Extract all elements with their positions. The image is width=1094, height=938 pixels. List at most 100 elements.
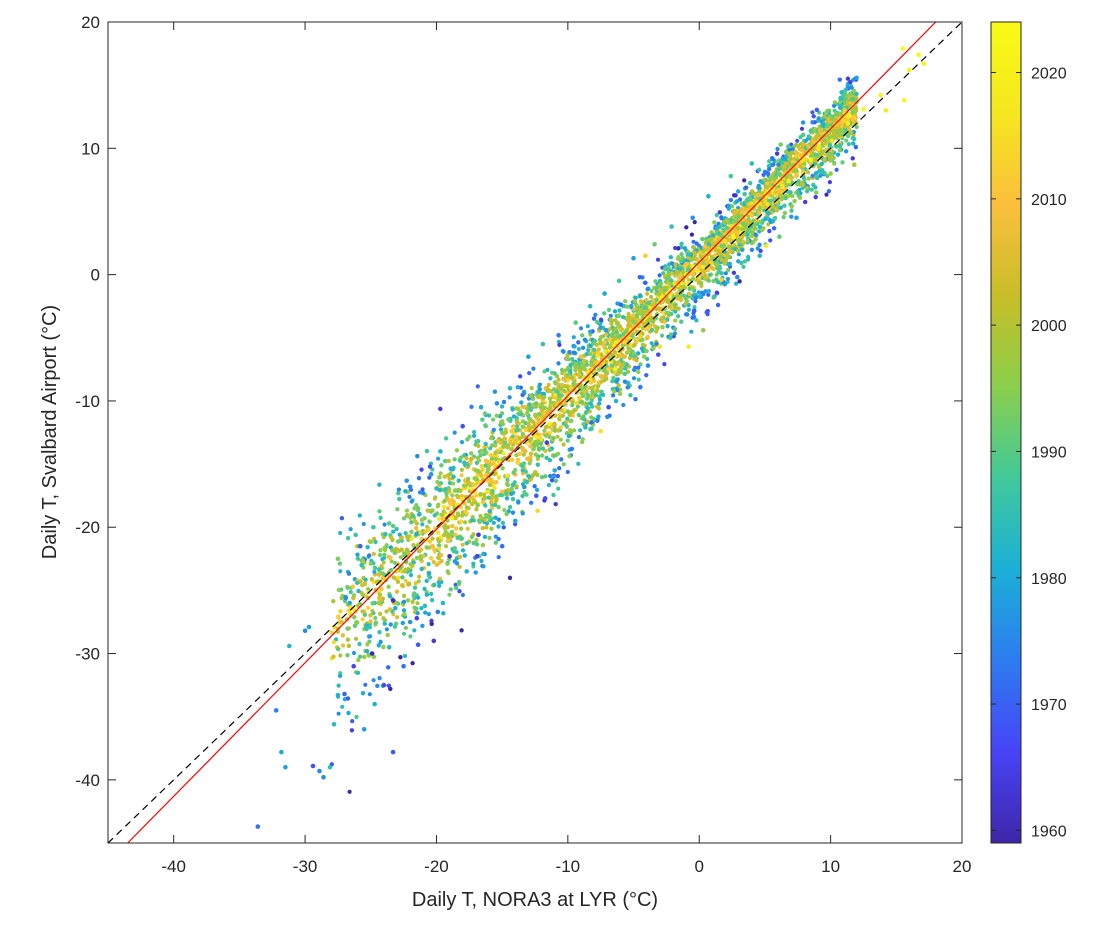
scatter-point <box>573 320 578 325</box>
scatter-point <box>460 423 466 429</box>
scatter-point <box>381 682 387 688</box>
scatter-point <box>407 484 413 490</box>
x-tick-label: 20 <box>953 857 972 876</box>
scatter-point <box>352 623 358 629</box>
scatter-point <box>735 274 740 280</box>
x-tick-label: -20 <box>424 857 449 876</box>
scatter-point <box>331 722 337 727</box>
scatter-point <box>430 543 435 549</box>
scatter-point <box>390 598 396 603</box>
colorbar-gradient <box>990 21 1022 844</box>
scatter-point <box>335 556 341 562</box>
y-tick-label: -30 <box>75 645 100 664</box>
scatter-point <box>800 171 806 176</box>
scatter-point <box>310 763 316 769</box>
scatter-point <box>652 242 657 247</box>
y-tick-label: 0 <box>91 266 100 285</box>
scatter-point <box>773 190 778 195</box>
scatter-point <box>602 291 607 296</box>
scatter-point <box>474 554 480 559</box>
scatter-point <box>476 532 481 538</box>
y-axis-ticks: -40 -30 -20 -10 0 10 20 <box>75 13 962 790</box>
scatter-point <box>390 749 396 755</box>
scatter-point <box>255 824 261 829</box>
scatter-point <box>499 543 505 549</box>
scatter-point <box>845 120 850 126</box>
scatter-point <box>683 272 689 277</box>
colorbar-ticks: 1960 1970 1980 1990 2000 2010 2020 <box>991 66 1067 840</box>
scatter-point <box>343 595 349 601</box>
scatter-point <box>686 344 691 349</box>
colorbar-tick-label: 1990 <box>1031 444 1067 461</box>
scatter-point <box>428 471 434 477</box>
scatter-point <box>719 277 724 283</box>
scatter-point <box>808 128 814 133</box>
scatter-point <box>556 332 561 338</box>
reference-lines <box>108 22 962 843</box>
scatter-point <box>361 727 367 732</box>
scatter-point <box>435 609 441 615</box>
scatter-point <box>396 490 401 496</box>
scatter-point <box>494 401 500 406</box>
scatter-point <box>273 708 279 713</box>
scatter-point <box>777 234 782 239</box>
y-tick-label: 20 <box>81 13 100 32</box>
x-axis-label: Daily T, NORA3 at LYR (°C) <box>412 889 658 911</box>
scatter-point <box>321 775 326 780</box>
scatter-point <box>852 162 857 167</box>
scatter-point <box>728 173 734 179</box>
colorbar-tick-label: 2000 <box>1031 318 1067 335</box>
scatter-point <box>283 764 288 770</box>
scatter-point <box>507 386 513 391</box>
scatter-point <box>513 518 518 524</box>
scatter-point <box>643 253 648 258</box>
y-tick-label: -20 <box>75 518 100 537</box>
x-axis-ticks: -40 -30 -20 -10 0 10 20 <box>161 22 971 876</box>
scatter-point <box>700 264 706 270</box>
scatter-point <box>813 190 819 195</box>
scatter-point <box>901 98 907 103</box>
scatter-point <box>279 749 284 755</box>
scatter-point <box>419 517 425 522</box>
y-tick-label: -10 <box>75 392 100 411</box>
scatter-point <box>544 440 550 445</box>
scatter-point <box>808 157 814 162</box>
one-to-one-line <box>108 22 962 843</box>
scatter-point <box>534 493 539 499</box>
scatter-point <box>386 644 392 650</box>
scatter-point <box>749 161 755 166</box>
scatter-point <box>485 489 491 495</box>
scatter-point <box>447 554 452 559</box>
scatter-point <box>464 569 470 574</box>
y-tick-label: -40 <box>75 771 100 790</box>
scatter-point <box>401 663 406 669</box>
scatter-point <box>552 468 557 473</box>
scatter-point <box>916 52 921 58</box>
scatter-point <box>478 404 484 410</box>
scatter-point <box>829 138 835 143</box>
scatter-point <box>598 428 603 434</box>
scatter-point <box>526 354 531 360</box>
scatter-point <box>540 341 546 347</box>
scatter-point <box>626 380 631 386</box>
scatter-point <box>440 600 446 606</box>
scatter-point <box>358 543 363 549</box>
scatter-point <box>861 106 866 112</box>
scatter-point <box>400 583 405 588</box>
scatter-point <box>878 93 883 98</box>
x-tick-label: -30 <box>293 857 318 876</box>
plot-frame <box>107 21 963 844</box>
scatter-point <box>616 278 622 284</box>
scatter-point <box>706 194 711 199</box>
data-points <box>255 46 927 829</box>
scatter-point <box>453 526 459 531</box>
scatter-point <box>587 303 593 309</box>
scatter-point <box>515 460 521 466</box>
colorbar-tick-label: 1970 <box>1031 697 1067 714</box>
scatter-point <box>690 315 695 320</box>
scatter-point <box>342 691 347 697</box>
scatter-point <box>778 142 783 147</box>
scatter-point <box>438 449 443 454</box>
scatter-point <box>690 215 695 221</box>
scatter-point <box>359 562 364 568</box>
